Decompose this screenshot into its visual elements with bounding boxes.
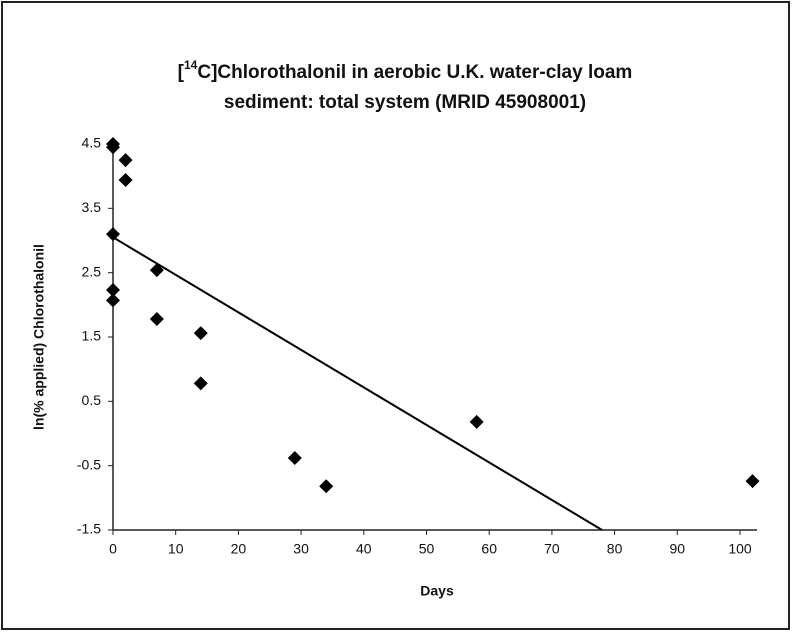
trend-line <box>112 236 603 531</box>
y-tick-label: -1.5 <box>77 521 101 537</box>
data-point <box>118 173 133 188</box>
x-axis-label: Days <box>420 583 454 599</box>
data-point <box>106 283 120 298</box>
y-tick-label: 2.5 <box>82 263 102 279</box>
data-point <box>319 479 334 494</box>
chart-title: [14C]Chlorothalonil in aerobic U.K. wate… <box>178 58 633 83</box>
data-point <box>193 376 208 391</box>
x-tick-label: 10 <box>168 541 184 557</box>
x-tick-label: 20 <box>231 541 247 557</box>
data-point <box>193 326 208 341</box>
data-point <box>149 311 164 326</box>
data-point <box>106 293 120 308</box>
x-tick-label: 40 <box>356 541 372 557</box>
x-tick-label: 80 <box>607 541 623 557</box>
x-tick-label: 60 <box>481 541 497 557</box>
y-tick-label: 1.5 <box>82 328 102 344</box>
y-tick-label: 3.5 <box>82 199 102 215</box>
y-axis-label: ln(% applied) Chlorothalonil <box>31 244 47 430</box>
data-point <box>106 227 120 242</box>
title-part: C]Chlorothalonil in aerobic U.K. water-c… <box>197 62 632 83</box>
y-tick-label: 4.5 <box>82 135 102 151</box>
x-tick-label: 70 <box>544 541 560 557</box>
chart-title: sediment: total system (MRID 45908001) <box>224 92 586 113</box>
y-tick-label: -0.5 <box>77 456 101 472</box>
x-tick-label: 100 <box>728 541 752 557</box>
data-point <box>118 153 133 168</box>
y-tick-label: 0.5 <box>82 392 102 408</box>
x-tick-label: 0 <box>109 541 117 557</box>
title-superscript: 14 <box>184 58 198 72</box>
x-tick-label: 90 <box>670 541 686 557</box>
data-point <box>106 140 120 155</box>
x-tick-label: 50 <box>419 541 435 557</box>
data-point <box>745 474 760 489</box>
data-point <box>287 450 302 465</box>
data-point <box>469 414 484 429</box>
title-part: [ <box>178 62 185 83</box>
x-tick-label: 30 <box>293 541 309 557</box>
